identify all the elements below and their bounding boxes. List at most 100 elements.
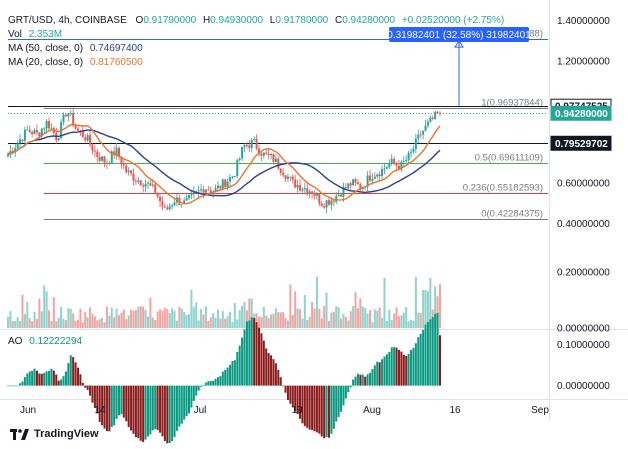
candle-body [45, 121, 48, 129]
candle-body [347, 183, 350, 189]
ao-bar [265, 348, 268, 386]
candle-body [40, 128, 43, 137]
ao-bar [166, 385, 169, 444]
volume-bar [195, 302, 198, 328]
candle-body [38, 132, 41, 137]
candle-body [311, 191, 314, 194]
volume-bar [289, 284, 292, 328]
measure-tool[interactable]: 0.31982401 (32.58%) 31982401 [387, 27, 531, 107]
volume-bar [178, 306, 181, 328]
volume-bar [238, 310, 241, 328]
candle-body [72, 113, 75, 126]
volume-bar [57, 317, 60, 328]
candle-body [84, 137, 87, 141]
volume-bar [393, 313, 396, 328]
volume-bar [354, 292, 357, 328]
volume-bar [23, 313, 26, 328]
ao-bar [31, 370, 34, 386]
volume-bar [50, 320, 53, 328]
candle-body [294, 179, 297, 188]
candle-body [395, 163, 398, 166]
candle-body [28, 129, 31, 132]
candle-body [417, 134, 420, 139]
ao-bar [267, 353, 270, 386]
ao-bar [356, 373, 359, 386]
fib-label-0: 0(0.42284375) [481, 209, 543, 220]
candle-body [120, 156, 123, 165]
ao-bar [344, 385, 347, 399]
ao-bar [364, 376, 367, 386]
ao-bar [60, 379, 63, 386]
candle-body [185, 198, 188, 201]
candle-body [81, 131, 84, 138]
price-axis: 1.40000000 1.20000000 0.60000000 0.40000000… [550, 16, 612, 392]
price-tag-box [550, 135, 612, 151]
ao-bar [335, 385, 338, 422]
candle-body [149, 183, 152, 186]
candle-body [125, 165, 128, 173]
volume-bar [21, 294, 24, 328]
volume-bar [96, 320, 99, 328]
volume-bar [349, 311, 352, 328]
ao-value: 0.12222294 [29, 336, 83, 347]
ao-bar [45, 371, 48, 386]
volume-bar [132, 310, 135, 328]
volume-bar [52, 297, 55, 328]
ao-bar [327, 385, 330, 438]
candle-body [122, 164, 125, 166]
volume-bar [311, 301, 314, 328]
candle-body [327, 200, 330, 205]
ao-bar [103, 385, 106, 429]
volume-bar [224, 318, 227, 328]
candle-body [282, 172, 285, 176]
ao-bar [154, 385, 157, 429]
volume-bar [219, 318, 222, 328]
candle-body [11, 150, 14, 153]
candle-body [390, 158, 393, 164]
candle-body [26, 129, 29, 131]
ao-bar [229, 364, 232, 386]
ao-bar [125, 385, 128, 422]
tradingview-logo[interactable]: TradingView [10, 428, 99, 440]
candle-body [16, 143, 19, 149]
volume-bar [137, 306, 140, 328]
candle-body [219, 185, 222, 189]
candle-body [207, 189, 210, 191]
candle-body [393, 158, 396, 164]
candle-body [243, 145, 246, 148]
volume-bar [212, 313, 215, 328]
ao-bar [238, 345, 241, 386]
candle-body [113, 151, 116, 156]
ao-bar [349, 385, 352, 388]
candle-body [200, 189, 203, 191]
ao-bar [74, 362, 77, 386]
volume-bar [366, 313, 369, 328]
ao-bar [257, 327, 260, 386]
candle-body [229, 177, 232, 182]
volume-bar [16, 316, 19, 328]
ao-bar [151, 385, 154, 431]
candle-body [250, 140, 253, 148]
volume-bar [337, 307, 340, 328]
candle-body [414, 138, 417, 149]
ao-bar [52, 370, 55, 386]
volume-bar [98, 319, 101, 328]
candle-body [105, 162, 108, 164]
ao-bar [156, 385, 159, 430]
candle-body [296, 185, 299, 188]
candle-body [378, 174, 381, 177]
ao-bar [195, 385, 198, 396]
volume-bar [81, 322, 84, 328]
ao-bar [168, 385, 171, 444]
ma50-line [7, 129, 441, 197]
ao-bar [313, 385, 316, 432]
candle-body [132, 173, 135, 181]
candle-body [214, 188, 217, 192]
candle-body [195, 191, 198, 193]
candle-body [262, 152, 265, 156]
ao-bar [26, 373, 29, 386]
volume-bar [284, 318, 287, 328]
volume-bar [330, 312, 333, 328]
ao-bar [395, 347, 398, 386]
